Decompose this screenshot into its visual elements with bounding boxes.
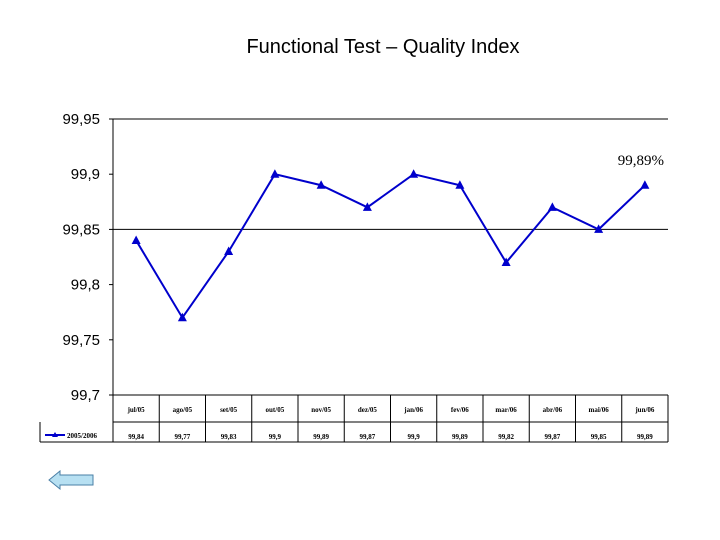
x-tick-label: mai/06 <box>589 406 610 414</box>
x-tick-label: fev/06 <box>451 406 469 414</box>
left-arrow-icon <box>48 469 94 491</box>
x-tick-label: dez/05 <box>358 406 378 414</box>
data-label: 99,89 <box>452 433 468 441</box>
data-label: 99,89 <box>637 433 653 441</box>
y-tick-label: 99,7 <box>71 387 100 404</box>
y-tick-label: 99,9 <box>71 166 100 183</box>
annotation-label: 99,89% <box>618 153 664 169</box>
y-tick-label: 99,75 <box>62 332 100 349</box>
data-label: 99,89 <box>313 433 329 441</box>
data-label: 99,9 <box>408 433 421 441</box>
x-tick-label: jun/06 <box>634 406 655 414</box>
data-point <box>131 235 141 244</box>
data-label: 99,77 <box>175 433 191 441</box>
data-label: 99,84 <box>128 433 144 441</box>
series-line <box>135 173 646 320</box>
chart-title: Functional Test – Quality Index <box>246 36 520 58</box>
data-point <box>316 180 326 189</box>
data-label: 99,83 <box>221 433 237 441</box>
data-label: 99,82 <box>498 433 514 441</box>
y-tick-label: 99,8 <box>71 277 100 294</box>
y-tick-label: 99,95 <box>62 111 100 128</box>
x-tick-label: abr/06 <box>543 406 563 414</box>
legend-label: 2005/2006 <box>67 432 97 440</box>
data-label: 99,87 <box>360 433 376 441</box>
data-point <box>224 246 234 255</box>
x-tick-label: out/05 <box>266 406 285 414</box>
legend-marker <box>52 432 58 437</box>
x-tick-label: nov/05 <box>311 406 331 414</box>
data-label: 99,87 <box>545 433 561 441</box>
data-point <box>547 202 557 211</box>
data-point <box>455 180 465 189</box>
data-label: 99,85 <box>591 433 607 441</box>
back-button[interactable] <box>48 469 94 491</box>
y-tick-label: 99,85 <box>62 221 100 238</box>
x-tick-label: ago/05 <box>173 406 193 414</box>
data-point <box>594 224 604 233</box>
x-tick-label: set/05 <box>220 406 238 414</box>
data-point <box>177 312 187 322</box>
data-point <box>640 180 650 189</box>
x-tick-label: jan/06 <box>403 406 423 414</box>
data-point <box>362 202 372 211</box>
x-tick-label: mar/06 <box>495 406 517 414</box>
data-label: 99,9 <box>269 433 282 441</box>
data-point <box>270 169 280 178</box>
data-point <box>501 257 511 267</box>
data-point <box>409 169 419 178</box>
x-tick-label: jul/05 <box>127 406 146 414</box>
